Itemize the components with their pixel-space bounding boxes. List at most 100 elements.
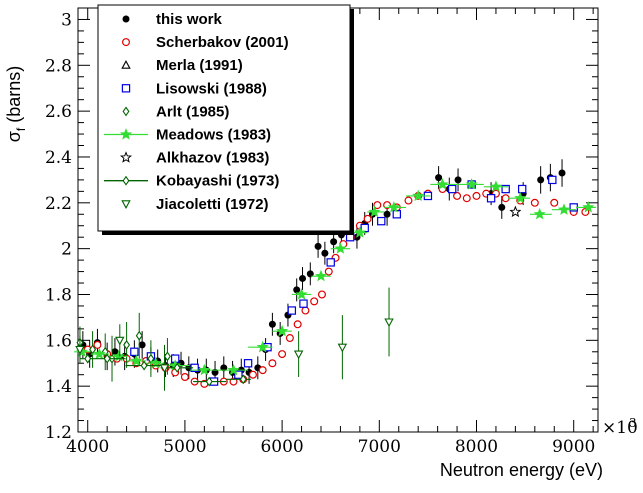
legend-marker [121, 200, 131, 209]
legend-label: Alkhazov (1983) [156, 150, 269, 167]
data-point [293, 286, 301, 294]
data-point [299, 274, 307, 282]
legend-label: Arlt (1985) [156, 103, 229, 120]
data-point [486, 194, 496, 203]
x-axis-title: Neutron energy (eV) [440, 460, 603, 480]
data-point [268, 359, 277, 368]
series-arlt-1985 [76, 312, 171, 382]
x-exponent-label: ×10 3 [602, 416, 638, 438]
data-point [138, 341, 146, 349]
x-tick-label: 7000 [358, 437, 401, 457]
data-point [337, 343, 348, 353]
data-point [360, 223, 369, 233]
legend-entry: this work [122, 11, 223, 28]
legend: this work Scherbakov (2001) Merla (1991) Li… [97, 4, 354, 235]
legend-marker [122, 15, 130, 23]
data-point [123, 339, 131, 350]
data-point [383, 201, 392, 210]
data-point [180, 372, 189, 381]
data-point [472, 191, 481, 200]
data-point [454, 176, 462, 184]
data-point [111, 348, 119, 356]
data-point [363, 214, 372, 223]
y-tick-label: 2.8 [45, 56, 72, 76]
data-point [537, 176, 545, 184]
data-point [159, 364, 170, 373]
data-point [326, 258, 335, 267]
data-point [384, 318, 394, 328]
data-point [377, 216, 386, 226]
data-point [293, 350, 304, 360]
data-point [353, 226, 366, 238]
data-point [130, 347, 139, 356]
data-point [533, 207, 546, 220]
y-tick-label: 1.2 [45, 423, 72, 443]
data-point [317, 290, 326, 299]
data-point [383, 210, 391, 218]
data-point [368, 205, 381, 218]
data-point [582, 201, 595, 213]
data-point [258, 366, 267, 375]
legend-marker [122, 175, 130, 186]
data-point [501, 194, 510, 203]
y-tick-labels: 1.2 1.4 1.6 1.8 2 2.2 2.4 2.6 2.8 3 [45, 10, 72, 443]
data-point [239, 374, 247, 385]
x-tick-label: 8000 [455, 437, 498, 457]
y-tick-label: 2.6 [45, 102, 72, 122]
data-point [314, 242, 322, 250]
data-series [74, 159, 597, 391]
data-point [84, 353, 92, 364]
legend-label: Merla (1991) [156, 57, 243, 74]
data-point [489, 180, 502, 192]
legend-entry: Scherbakov (2001) [121, 34, 289, 51]
data-point [229, 377, 238, 386]
series-jiacoletti-1972 [75, 287, 394, 391]
data-point [268, 320, 276, 328]
legend-entry: Merla (1991) [121, 57, 243, 74]
y-tick-label: 1.4 [45, 377, 72, 397]
legend-entry: Lisowski (1988) [121, 80, 267, 97]
svg-text:3: 3 [629, 416, 637, 430]
data-point [314, 269, 328, 282]
data-point [453, 191, 462, 200]
legend-marker [121, 84, 131, 93]
y-tick-label: 2.4 [45, 148, 72, 168]
data-point [293, 320, 302, 329]
data-point [205, 376, 213, 387]
y-tick-label: 2.2 [45, 194, 72, 214]
data-point [509, 205, 522, 218]
data-point [462, 194, 471, 203]
data-point [75, 345, 85, 355]
y-tick-label: 1.6 [45, 331, 72, 351]
x-tick-labels: 4000 5000 6000 7000 8000 9000 [66, 437, 595, 457]
data-point [514, 191, 527, 204]
data-point [243, 359, 253, 368]
data-point [130, 354, 143, 367]
data-point [103, 353, 111, 364]
data-point [140, 360, 148, 371]
data-point [115, 336, 125, 346]
data-point [285, 334, 294, 343]
data-point [173, 362, 181, 373]
svg-text:×10: ×10 [602, 418, 638, 438]
data-point [310, 297, 319, 306]
legend-marker [119, 128, 133, 140]
data-point [436, 178, 449, 190]
data-point [93, 340, 102, 349]
x-tick-label: 4000 [66, 437, 109, 457]
data-point [324, 267, 333, 276]
legend-box [97, 4, 351, 232]
data-point [287, 306, 297, 315]
legend-marker [122, 106, 130, 117]
legend-entry: Alkhazov (1983) [119, 150, 269, 167]
y-axis-title: σf (barns) [4, 66, 28, 142]
y-tick-label: 1.8 [45, 285, 72, 305]
data-point [517, 184, 527, 194]
data-point [557, 203, 571, 215]
x-tick-label: 6000 [260, 437, 303, 457]
legend-marker [121, 60, 131, 69]
legend-entry: Meadows (1983) [104, 127, 271, 144]
data-point [163, 351, 171, 362]
legend-entry: Kobayashi (1973) [104, 173, 279, 190]
